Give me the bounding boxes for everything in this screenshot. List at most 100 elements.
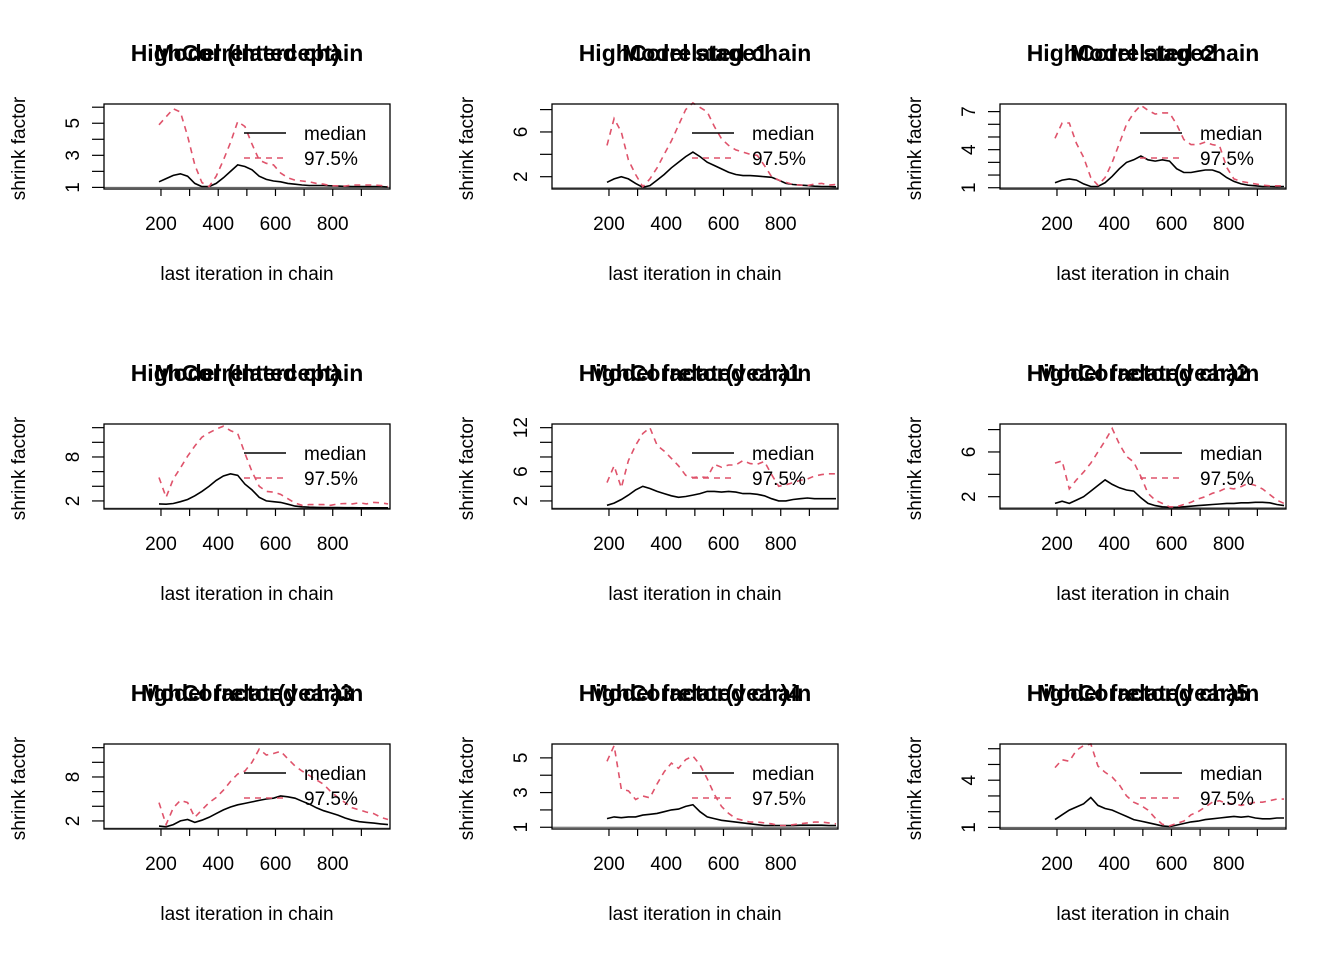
x-tick-label: 800: [1213, 534, 1245, 555]
q975-line: [158, 747, 389, 827]
q975-line: [1054, 743, 1284, 827]
y-tick-label: 2: [959, 491, 980, 502]
y-tick-label: 12: [511, 417, 532, 438]
x-tick-label: 600: [260, 854, 292, 875]
x-tick-label: 400: [650, 854, 682, 875]
legend-median-label: median: [304, 764, 366, 785]
median-line: [606, 485, 836, 507]
panel-title-part: Model (Intercept): [154, 360, 339, 386]
y-tick-label: 6: [511, 466, 532, 477]
y-tick-label: 2: [511, 171, 532, 182]
x-axis-label: last iteration in chain: [1056, 584, 1229, 605]
y-tick-label: 1: [63, 182, 84, 193]
x-tick-label: 200: [1041, 214, 1073, 235]
legend-median-label: median: [1200, 444, 1262, 465]
legend-median-label: median: [304, 444, 366, 465]
median-line: [606, 803, 836, 827]
legend-q975-label: 97.5%: [752, 469, 806, 490]
legend-q975-label: 97.5%: [304, 469, 358, 490]
x-tick-label: 200: [145, 854, 177, 875]
x-tick-label: 800: [765, 214, 797, 235]
x-tick-label: 800: [317, 854, 349, 875]
y-tick-label: 7: [959, 106, 980, 117]
plot-box: [999, 103, 1287, 190]
q975-line: [606, 101, 837, 189]
legend-median-label: median: [1200, 764, 1262, 785]
x-tick-label: 400: [1098, 214, 1130, 235]
x-tick-label: 600: [260, 534, 292, 555]
panel-title-part: Model (Intercept): [154, 40, 339, 66]
legend-median-label: median: [1200, 124, 1262, 145]
x-tick-label: 200: [1041, 854, 1073, 875]
x-tick-label: 800: [1213, 854, 1245, 875]
panel-title-part: Model factor(year)2: [1037, 360, 1249, 386]
panel-title-part: HighCorrelated chain: [131, 360, 364, 386]
y-tick-label: 1: [511, 822, 532, 833]
panel-title-part: HighCorrelated chain: [579, 680, 812, 706]
legend-median-label: median: [304, 124, 366, 145]
x-axis-label: last iteration in chain: [608, 584, 781, 605]
y-tick-label: 4: [959, 144, 980, 155]
x-tick-label: 200: [1041, 534, 1073, 555]
y-tick-label: 6: [511, 127, 532, 138]
x-tick-label: 200: [145, 534, 177, 555]
panel-title-part: Model factor(year)1: [589, 360, 801, 386]
y-tick-label: 8: [63, 452, 84, 463]
x-tick-label: 600: [1156, 534, 1188, 555]
y-tick-label: 3: [511, 787, 532, 798]
panel-title-part: Model factor(year)4: [589, 680, 801, 706]
panel-title-part: HighCorrelated chain: [1027, 360, 1260, 386]
y-axis-label: shrink factor: [9, 416, 30, 520]
x-tick-label: 400: [1098, 534, 1130, 555]
legend-q975-label: 97.5%: [304, 149, 358, 170]
x-tick-label: 600: [708, 534, 740, 555]
y-axis-label: shrink factor: [457, 96, 478, 200]
q975-line: [1054, 426, 1285, 508]
q975-line: [606, 742, 837, 827]
y-tick-label: 2: [63, 816, 84, 827]
x-tick-label: 800: [1213, 214, 1245, 235]
x-tick-label: 200: [593, 534, 625, 555]
y-tick-label: 2: [511, 496, 532, 507]
x-tick-label: 600: [260, 214, 292, 235]
y-axis-label: shrink factor: [905, 416, 926, 520]
x-tick-label: 800: [765, 854, 797, 875]
panel-title-part: HighCorrelated chain: [1027, 40, 1260, 66]
plot-box: [551, 103, 839, 190]
y-tick-label: 4: [959, 774, 980, 785]
plot-box: [551, 743, 839, 830]
x-tick-label: 600: [1156, 214, 1188, 235]
panel-title-part: HighCorrelated chain: [131, 40, 364, 66]
x-tick-label: 600: [708, 854, 740, 875]
y-axis-label: shrink factor: [457, 736, 478, 840]
x-tick-label: 200: [145, 214, 177, 235]
q975-line: [158, 107, 389, 188]
median-line: [158, 472, 388, 509]
x-tick-label: 600: [1156, 854, 1188, 875]
legend-q975-label: 97.5%: [752, 789, 806, 810]
x-tick-label: 800: [317, 214, 349, 235]
legend-median-label: median: [752, 124, 814, 145]
y-axis-label: shrink factor: [905, 96, 926, 200]
panel-title-part: Model factor(year)5: [1037, 680, 1249, 706]
y-axis-label: shrink factor: [9, 96, 30, 200]
plot-box: [551, 423, 839, 510]
x-axis-label: last iteration in chain: [608, 264, 781, 285]
panel-title-part: HighCorrelated chain: [1027, 680, 1260, 706]
x-tick-label: 200: [593, 854, 625, 875]
legend-q975-label: 97.5%: [752, 149, 806, 170]
y-tick-label: 1: [959, 822, 980, 833]
y-tick-label: 5: [511, 753, 532, 764]
y-tick-label: 1: [959, 182, 980, 193]
x-tick-label: 400: [202, 854, 234, 875]
plot-box: [103, 423, 391, 510]
median-line: [158, 164, 389, 188]
legend-q975-label: 97.5%: [1200, 469, 1254, 490]
q975-line: [158, 425, 389, 507]
